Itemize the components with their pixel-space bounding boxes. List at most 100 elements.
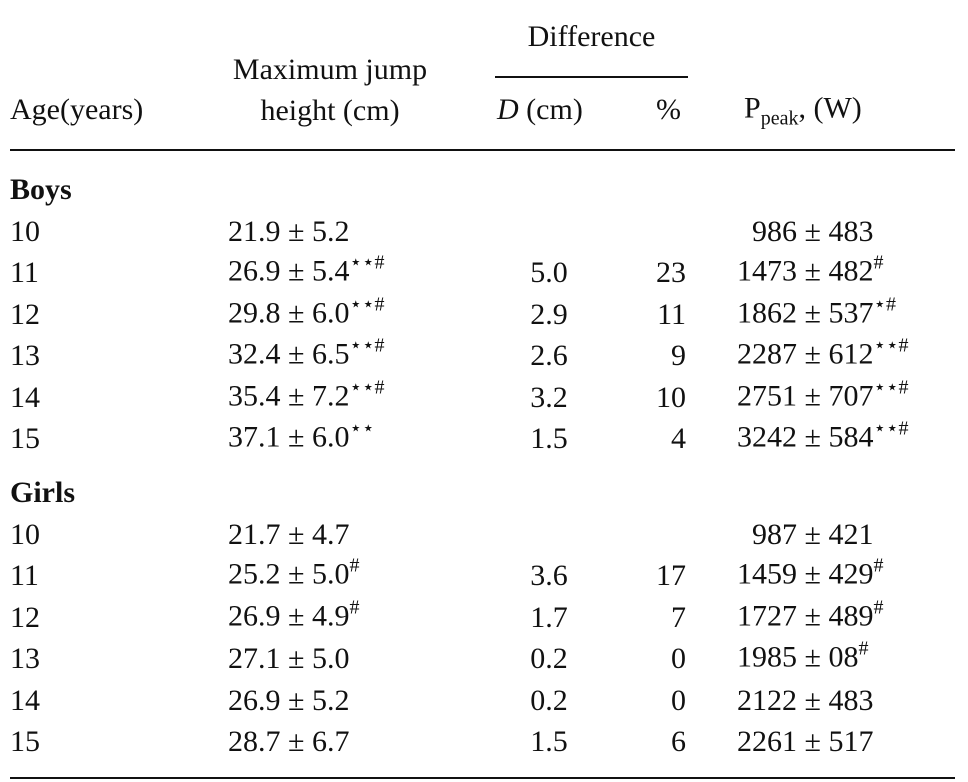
group-label: Boys (10, 172, 72, 208)
ppeak-value: 3242 ± 584 (737, 420, 874, 454)
difference-rule (495, 76, 688, 78)
percent-cell: 23 (656, 256, 686, 290)
percent-cell: 11 (657, 297, 686, 331)
height-value: 32.4 ± 6.5 (228, 337, 350, 371)
height-cell: 35.4 ± 7.2⋆⋆# (228, 376, 385, 417)
percent-cell: 0 (671, 642, 686, 676)
d-cell: 2.6 (530, 339, 568, 373)
age-cell: 14 (10, 683, 40, 717)
d-cell: 0.2 (530, 683, 568, 717)
header-percent: % (656, 93, 681, 126)
d-cell: 2.9 (530, 297, 568, 331)
ppeak-marker: ⋆# (873, 293, 896, 316)
d-cell: 3.2 (530, 380, 568, 414)
age-cell: 14 (10, 380, 40, 414)
height-cell: 21.9 ± 5.2 (228, 214, 349, 250)
d-cell: 3.6 (530, 559, 568, 593)
d-unit: (cm) (526, 93, 583, 126)
height-value: 21.7 ± 4.7 (228, 518, 350, 551)
height-value: 21.9 ± 5.2 (228, 215, 350, 248)
age-cell: 10 (10, 518, 40, 551)
ppeak-cell: 1862 ± 537⋆# (737, 293, 896, 334)
age-cell: 15 (10, 725, 40, 758)
age-cell: 13 (10, 642, 40, 676)
ppeak-value: 1862 ± 537 (737, 296, 874, 330)
header-height: Maximum jump height (cm) (232, 53, 428, 127)
ppeak-main: P (744, 91, 761, 125)
height-cell: 37.1 ± 6.0⋆⋆ (228, 417, 375, 459)
ppeak-cell: 1473 ± 482# (737, 251, 884, 293)
height-cell: 26.9 ± 5.2 (228, 683, 349, 719)
age-cell: 12 (10, 297, 40, 331)
height-value: 26.9 ± 5.4 (228, 254, 350, 288)
group-label-text: Girls (10, 476, 75, 509)
ppeak-marker: ⋆⋆# (873, 376, 909, 399)
percent-cell: 17 (656, 559, 686, 593)
height-marker: ⋆⋆# (349, 376, 385, 399)
height-marker: # (349, 596, 360, 619)
age-cell: 12 (10, 600, 40, 634)
d-cell: 1.7 (530, 600, 568, 634)
height-value: 25.2 ± 5.0 (228, 557, 350, 591)
ppeak-cell: 986 ± 483 (752, 214, 873, 250)
ppeak-cell: 2261 ± 517 (737, 724, 873, 760)
height-value: 27.1 ± 5.0 (228, 642, 350, 676)
ppeak-value: 2287 ± 612 (737, 337, 874, 371)
height-marker: ⋆⋆# (349, 334, 385, 357)
age-cell: 10 (10, 215, 40, 248)
height-cell: 28.7 ± 6.7 (228, 724, 349, 760)
ppeak-cell: 2287 ± 612⋆⋆# (737, 335, 909, 376)
d-symbol: D (497, 93, 519, 126)
height-cell: 26.9 ± 4.9# (228, 596, 360, 637)
ppeak-cell: 2122 ± 483 (737, 683, 873, 719)
ppeak-cell: 3242 ± 584⋆⋆# (737, 417, 909, 459)
height-marker: ⋆⋆# (349, 293, 385, 316)
ppeak-value: 986 ± 483 (752, 215, 874, 248)
ppeak-cell: 1727 ± 489# (737, 596, 883, 637)
ppeak-sub: peak (760, 107, 799, 130)
group-label: Girls (10, 475, 75, 511)
d-cell: 5.0 (530, 256, 568, 290)
ppeak-value: 1459 ± 429 (737, 557, 874, 591)
percent-cell: 0 (671, 683, 686, 717)
ppeak-marker: ⋆⋆# (873, 417, 909, 440)
d-cell: 1.5 (530, 422, 568, 455)
ppeak-value: 2751 ± 707 (737, 379, 874, 413)
header-difference: Difference (527, 20, 656, 53)
age-cell: 11 (10, 256, 39, 290)
d-cell: 0.2 (530, 642, 568, 676)
ppeak-marker: # (858, 637, 869, 660)
ppeak-cell: 2751 ± 707⋆⋆# (737, 376, 909, 417)
header-ppeak: Ppeak, (W) (744, 91, 862, 130)
percent-cell: 9 (671, 339, 686, 373)
ppeak-rest: , (W) (798, 91, 862, 125)
height-marker: ⋆⋆# (349, 251, 385, 274)
ppeak-cell: 987 ± 421 (752, 517, 873, 553)
ppeak-marker: # (873, 251, 884, 274)
percent-cell: 4 (671, 422, 686, 455)
height-value: 35.4 ± 7.2 (228, 379, 350, 413)
height-marker: ⋆⋆ (349, 417, 375, 440)
percent-cell: 6 (671, 725, 686, 758)
header-age: Age(years) (10, 93, 144, 126)
ppeak-value: 1473 ± 482 (737, 254, 874, 288)
height-cell: 26.9 ± 5.4⋆⋆# (228, 251, 385, 293)
percent-cell: 7 (671, 600, 686, 634)
ppeak-value: 1727 ± 489 (737, 599, 874, 633)
age-cell: 13 (10, 339, 40, 373)
height-cell: 29.8 ± 6.0⋆⋆# (228, 293, 385, 334)
height-value: 37.1 ± 6.0 (228, 420, 350, 454)
d-cell: 1.5 (530, 725, 568, 758)
ppeak-cell: 1459 ± 429# (737, 554, 884, 596)
height-cell: 32.4 ± 6.5⋆⋆# (228, 334, 385, 376)
ppeak-value: 987 ± 421 (752, 518, 874, 551)
ppeak-value: 2261 ± 517 (737, 725, 874, 758)
height-value: 28.7 ± 6.7 (228, 725, 350, 758)
height-cell: 27.1 ± 5.0 (228, 641, 349, 677)
height-cell: 25.2 ± 5.0# (228, 555, 359, 596)
ppeak-value: 1985 ± 08 (737, 640, 859, 674)
height-value: 26.9 ± 5.2 (228, 683, 350, 717)
ppeak-marker: # (873, 554, 884, 577)
header-d: D (cm) (497, 92, 583, 128)
